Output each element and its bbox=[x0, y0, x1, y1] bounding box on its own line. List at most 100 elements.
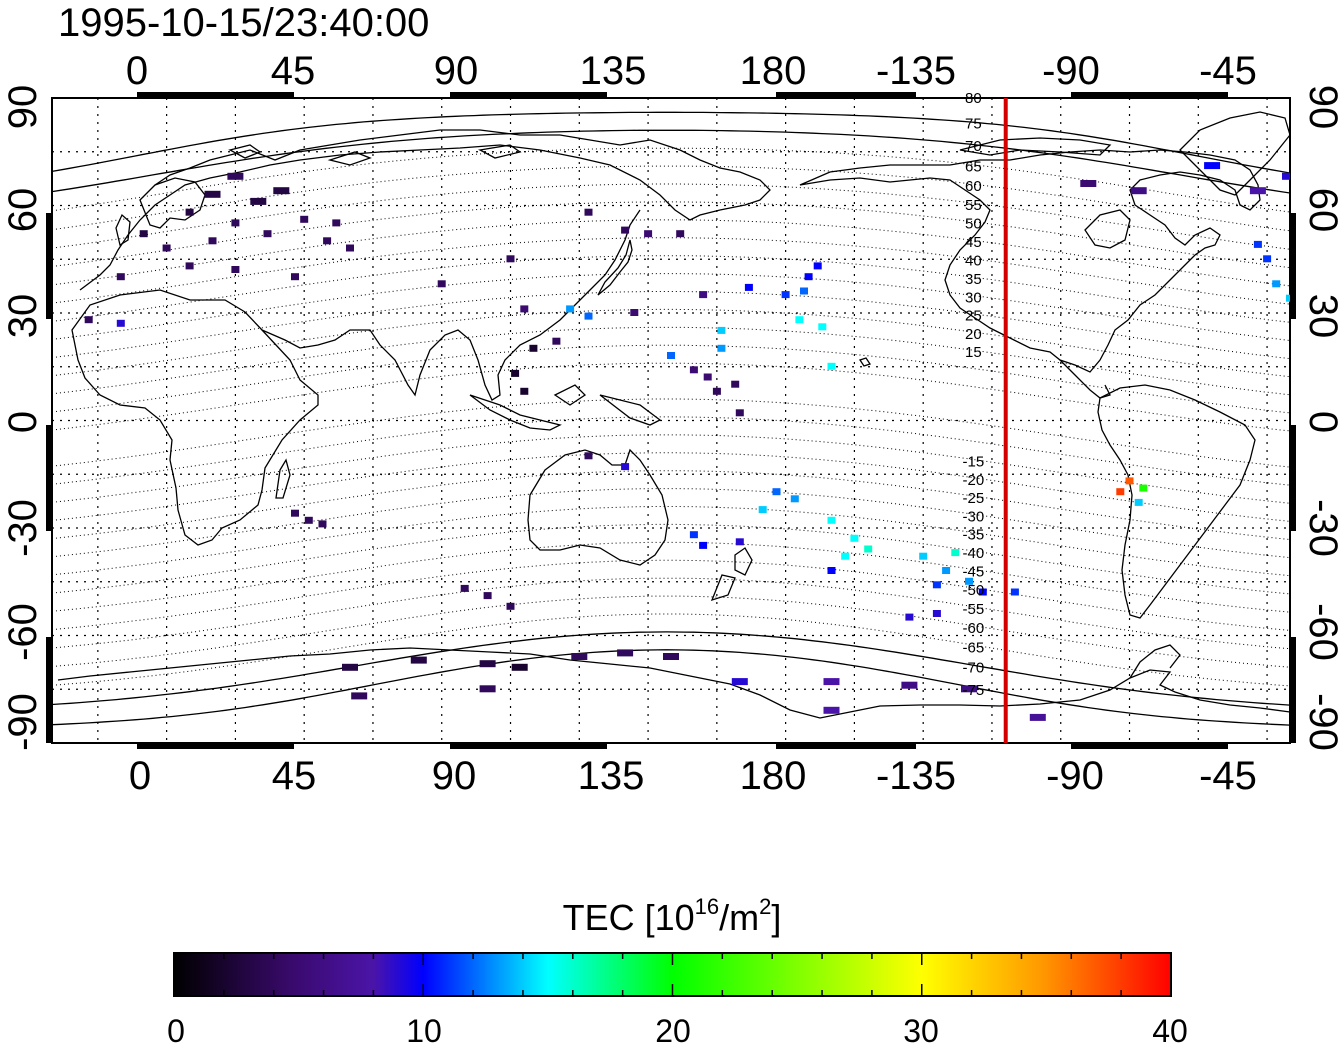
tec-data-point bbox=[584, 208, 593, 216]
magnetic-latitude-contour bbox=[52, 452, 1290, 522]
tec-data-point bbox=[978, 588, 987, 596]
magnetic-latitude-label: 15 bbox=[965, 344, 982, 361]
left-lat-label: -90 bbox=[1, 693, 45, 751]
tec-data-point bbox=[291, 509, 299, 517]
tec-data-point bbox=[231, 219, 240, 227]
tec-data-point bbox=[841, 552, 850, 560]
magnetic-latitude-label: -15 bbox=[963, 454, 985, 471]
magnetic-latitude-label: -60 bbox=[963, 620, 985, 637]
tec-data-point bbox=[1263, 255, 1272, 263]
coastline-madagascar bbox=[275, 458, 291, 499]
magnetic-latitude-label: 60 bbox=[965, 178, 982, 195]
magnetic-latitude-contour bbox=[52, 488, 1290, 559]
left-lat-label: 60 bbox=[1, 188, 45, 233]
tec-data-point bbox=[965, 577, 973, 585]
top-lon-label: 45 bbox=[271, 49, 316, 93]
tec-data-point bbox=[351, 692, 368, 700]
tec-data-point bbox=[208, 237, 217, 245]
timestamp-title: 1995-10-15/23:40:00 bbox=[58, 1, 429, 45]
frame-checker-right bbox=[1290, 213, 1296, 743]
top-longitude-labels: 0 45 90 135 180 -135 -90 -45 bbox=[126, 49, 1257, 93]
tec-data-point bbox=[291, 273, 299, 281]
tec-data-point bbox=[951, 549, 960, 557]
tec-data-point bbox=[479, 660, 496, 668]
magnetic-latitude-contour bbox=[52, 273, 1290, 341]
left-lat-label: 90 bbox=[1, 85, 45, 130]
tec-data-point bbox=[584, 312, 593, 320]
tec-data-point bbox=[162, 244, 171, 252]
tec-data-point bbox=[818, 323, 827, 331]
bottom-lon-label: 0 bbox=[129, 754, 151, 798]
tec-data-point bbox=[529, 344, 538, 352]
tec-data-point bbox=[566, 305, 575, 313]
magnetic-latitude-contour bbox=[52, 470, 1290, 540]
bottom-longitude-labels: 0 45 90 135 180 -135 -90 -45 bbox=[129, 754, 1257, 798]
tec-data-point bbox=[332, 219, 341, 227]
tec-data-point bbox=[667, 352, 675, 359]
coastline-australia bbox=[527, 448, 669, 566]
tec-data-point bbox=[479, 685, 496, 693]
tec-data-point bbox=[1249, 187, 1266, 195]
tec-data-point bbox=[185, 208, 194, 216]
tec-data-point bbox=[712, 387, 721, 395]
bottom-lon-label: 45 bbox=[272, 754, 317, 798]
bottom-lon-label: -90 bbox=[1046, 754, 1104, 798]
magnetic-latitude-label: 40 bbox=[965, 253, 982, 270]
tec-data-point bbox=[744, 283, 753, 291]
colorbar-tick-label: 10 bbox=[406, 1013, 442, 1048]
tec-data-point bbox=[300, 215, 309, 223]
tec-data-point bbox=[520, 305, 529, 313]
magnetic-latitude-contour bbox=[52, 326, 1290, 396]
tec-data-point bbox=[758, 506, 767, 514]
tec-data-point bbox=[827, 567, 836, 574]
right-lat-label: 30 bbox=[1301, 294, 1344, 339]
right-lat-label: -30 bbox=[1301, 499, 1344, 557]
coastline-hawaii bbox=[858, 357, 872, 367]
magnetic-latitude-contour bbox=[52, 219, 1290, 287]
magnetic-latitude-label: -35 bbox=[963, 527, 985, 544]
coastline-uk bbox=[115, 213, 131, 247]
magnetic-latitude-label: 75 bbox=[965, 116, 982, 133]
coastline-north-america bbox=[799, 149, 1261, 373]
magnetic-latitude-contour bbox=[52, 255, 1290, 323]
colorbar: TEC [1016/m2] 0 10 20 30 40 bbox=[167, 894, 1188, 1048]
top-lon-label: -45 bbox=[1199, 49, 1257, 93]
magnetic-latitude-contour bbox=[52, 631, 1290, 706]
magnetic-latitude-contour bbox=[52, 506, 1290, 577]
tec-data-point bbox=[731, 678, 748, 686]
coastline-arctic-isles bbox=[228, 144, 522, 166]
magnetic-latitude-label: -75 bbox=[963, 682, 985, 699]
tec-data-point bbox=[1204, 162, 1221, 170]
tec-data-point bbox=[790, 495, 799, 503]
tec-data-point bbox=[116, 319, 125, 327]
magnetic-latitude-label: -45 bbox=[963, 564, 985, 581]
tec-data-point bbox=[772, 488, 781, 496]
tec-data-point bbox=[552, 337, 561, 345]
coastline-indonesia bbox=[469, 384, 662, 431]
magnetic-latitude-label: -50 bbox=[963, 582, 985, 599]
tec-data-point bbox=[511, 369, 520, 377]
tec-data-point bbox=[795, 316, 804, 324]
left-latitude-labels: 90 60 30 0 -30 -60 -90 bbox=[1, 85, 45, 751]
tec-data-point bbox=[630, 309, 639, 316]
tec-data-point bbox=[250, 197, 267, 205]
right-lat-label: 60 bbox=[1301, 188, 1344, 233]
tec-data-point bbox=[483, 592, 492, 600]
magnetic-latitude-label: 80 bbox=[965, 90, 982, 107]
tec-data-point bbox=[804, 273, 813, 281]
tec-data-point bbox=[781, 291, 790, 299]
coastline-scandinavia bbox=[139, 177, 206, 229]
tec-data-point bbox=[1010, 588, 1019, 596]
magnetic-latitude-contour bbox=[52, 344, 1290, 414]
magnetic-latitude-label: -25 bbox=[963, 490, 985, 507]
tec-data-point bbox=[717, 326, 726, 334]
colorbar-title-unit: /m bbox=[719, 897, 759, 938]
map-gridlines bbox=[52, 98, 1290, 743]
tec-data-point bbox=[346, 244, 354, 252]
coastline-south-asia bbox=[261, 209, 641, 401]
bottom-lon-label: 90 bbox=[432, 754, 477, 798]
colorbar-title-end: ] bbox=[771, 897, 781, 938]
magnetic-latitude-contour bbox=[52, 398, 1290, 468]
tec-data-point bbox=[231, 266, 240, 273]
